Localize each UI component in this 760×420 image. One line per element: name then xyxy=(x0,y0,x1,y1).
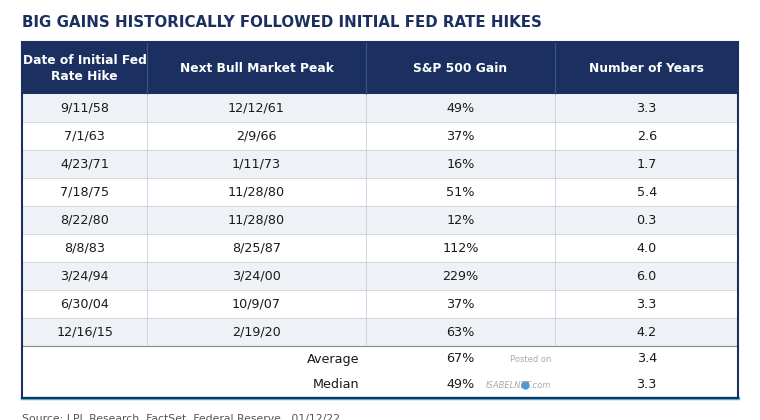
Text: 229%: 229% xyxy=(442,270,479,283)
Text: 2/19/20: 2/19/20 xyxy=(232,326,281,339)
Text: 12/12/61: 12/12/61 xyxy=(228,102,285,115)
Text: 3/24/94: 3/24/94 xyxy=(60,270,109,283)
Text: ISABELNET.com: ISABELNET.com xyxy=(486,381,552,389)
Text: 6.0: 6.0 xyxy=(637,270,657,283)
Text: 16%: 16% xyxy=(446,158,475,171)
Text: 3.4: 3.4 xyxy=(637,352,657,365)
Text: Median: Median xyxy=(313,378,359,391)
Text: 4.2: 4.2 xyxy=(637,326,657,339)
Text: 12%: 12% xyxy=(446,213,475,226)
Bar xyxy=(22,178,738,206)
Text: 3.3: 3.3 xyxy=(637,102,657,115)
Text: 5.4: 5.4 xyxy=(637,186,657,199)
Text: 11/28/80: 11/28/80 xyxy=(228,213,285,226)
Text: 49%: 49% xyxy=(446,378,475,391)
Bar xyxy=(22,94,738,122)
Text: 6/30/04: 6/30/04 xyxy=(60,297,109,310)
Text: Average: Average xyxy=(307,352,359,365)
Text: 8/22/80: 8/22/80 xyxy=(60,213,109,226)
Text: 4.0: 4.0 xyxy=(637,241,657,255)
Text: 37%: 37% xyxy=(446,129,475,142)
Text: BIG GAINS HISTORICALLY FOLLOWED INITIAL FED RATE HIKES: BIG GAINS HISTORICALLY FOLLOWED INITIAL … xyxy=(22,15,542,30)
Text: 0.3: 0.3 xyxy=(637,213,657,226)
Text: 67%: 67% xyxy=(446,352,475,365)
Bar xyxy=(22,262,738,290)
Text: Posted on: Posted on xyxy=(510,354,552,363)
Text: Number of Years: Number of Years xyxy=(589,61,705,74)
Text: 7/1/63: 7/1/63 xyxy=(64,129,105,142)
Bar xyxy=(22,290,738,318)
Text: 10/9/07: 10/9/07 xyxy=(232,297,281,310)
Bar xyxy=(22,42,738,94)
Text: 11/28/80: 11/28/80 xyxy=(228,186,285,199)
Text: Next Bull Market Peak: Next Bull Market Peak xyxy=(179,61,334,74)
Text: 49%: 49% xyxy=(446,102,475,115)
Text: 37%: 37% xyxy=(446,297,475,310)
Bar xyxy=(22,346,738,372)
Text: 51%: 51% xyxy=(446,186,475,199)
Bar xyxy=(22,318,738,346)
Text: 3.3: 3.3 xyxy=(637,297,657,310)
Text: 2/9/66: 2/9/66 xyxy=(236,129,277,142)
Text: 3.3: 3.3 xyxy=(637,378,657,391)
Text: 8/8/83: 8/8/83 xyxy=(64,241,105,255)
Text: 9/11/58: 9/11/58 xyxy=(60,102,109,115)
Text: 1.7: 1.7 xyxy=(637,158,657,171)
Text: 2.6: 2.6 xyxy=(637,129,657,142)
Text: 1/11/73: 1/11/73 xyxy=(232,158,281,171)
Text: Source: LPL Research, FactSet, Federal Reserve   01/12/22: Source: LPL Research, FactSet, Federal R… xyxy=(22,414,340,420)
Bar xyxy=(22,372,738,398)
Text: 8/25/87: 8/25/87 xyxy=(232,241,281,255)
Bar xyxy=(22,42,738,398)
Text: 112%: 112% xyxy=(442,241,479,255)
Bar xyxy=(22,234,738,262)
Text: 3/24/00: 3/24/00 xyxy=(232,270,281,283)
Text: Date of Initial Fed
Rate Hike: Date of Initial Fed Rate Hike xyxy=(23,53,147,82)
Text: S&P 500 Gain: S&P 500 Gain xyxy=(413,61,508,74)
Text: 7/18/75: 7/18/75 xyxy=(60,186,109,199)
Text: 4/23/71: 4/23/71 xyxy=(60,158,109,171)
Bar xyxy=(22,150,738,178)
Bar xyxy=(22,206,738,234)
Text: 12/16/15: 12/16/15 xyxy=(56,326,113,339)
Bar xyxy=(22,122,738,150)
Text: 63%: 63% xyxy=(446,326,475,339)
